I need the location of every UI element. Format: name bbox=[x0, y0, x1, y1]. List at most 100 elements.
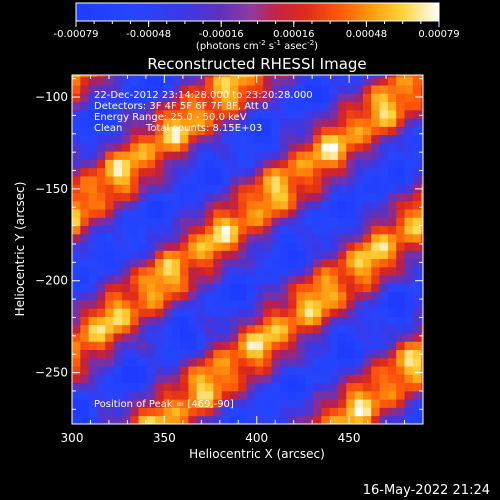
heatmap-cell bbox=[80, 118, 90, 127]
heatmap-cell bbox=[80, 283, 90, 293]
heatmap-cell bbox=[180, 75, 189, 78]
heatmap-cell bbox=[412, 126, 422, 136]
heatmap-cell bbox=[238, 415, 247, 425]
heatmap-cell bbox=[379, 167, 389, 177]
heatmap-cell bbox=[396, 316, 405, 326]
heatmap-cell bbox=[263, 118, 272, 127]
heatmap-cell bbox=[171, 258, 181, 268]
heatmap-cell bbox=[379, 275, 389, 284]
heatmap-cell bbox=[155, 159, 164, 169]
heatmap-cell bbox=[205, 242, 214, 251]
heatmap-cell bbox=[213, 217, 223, 227]
heatmap-cell bbox=[196, 101, 206, 111]
heatmap-cell bbox=[304, 192, 314, 202]
heatmap-cell bbox=[313, 217, 322, 227]
heatmap-cell bbox=[288, 242, 297, 251]
heatmap-cell bbox=[362, 308, 372, 317]
heatmap-cell bbox=[338, 374, 347, 384]
heatmap-cell bbox=[146, 184, 156, 193]
heatmap-cell bbox=[263, 176, 272, 185]
heatmap-cell bbox=[412, 308, 422, 317]
heatmap-cell bbox=[88, 209, 98, 218]
heatmap-cell bbox=[146, 275, 156, 284]
heatmap-cell bbox=[271, 167, 281, 177]
heatmap-cell bbox=[279, 184, 289, 193]
heatmap-cell bbox=[213, 93, 223, 103]
heatmap-cell bbox=[288, 275, 297, 284]
heatmap-cell bbox=[387, 291, 397, 301]
heatmap-cell bbox=[421, 374, 424, 384]
heatmap-cell bbox=[304, 382, 314, 392]
heatmap-cell bbox=[404, 200, 414, 210]
heatmap-cell bbox=[163, 142, 173, 152]
heatmap-cell bbox=[72, 308, 81, 317]
heatmap-cell bbox=[338, 118, 347, 127]
heatmap-cell bbox=[72, 101, 81, 111]
heatmap-cell bbox=[404, 349, 414, 359]
heatmap-cell bbox=[371, 159, 380, 169]
heatmap-cell bbox=[138, 200, 148, 210]
heatmap-cell bbox=[146, 415, 156, 425]
heatmap-cell bbox=[229, 357, 239, 367]
heatmap-cell bbox=[279, 349, 289, 359]
heatmap-cell bbox=[96, 200, 106, 210]
heatmap-cell bbox=[80, 300, 90, 309]
heatmap-cell bbox=[404, 415, 414, 425]
heatmap-cell bbox=[288, 316, 297, 326]
heatmap-cell bbox=[196, 390, 206, 400]
heatmap-cell bbox=[188, 390, 198, 400]
heatmap-cell bbox=[304, 333, 314, 342]
heatmap-cell bbox=[254, 374, 264, 384]
heatmap-cell bbox=[421, 357, 424, 367]
heatmap-cell bbox=[362, 407, 372, 417]
heatmap-cell bbox=[88, 225, 98, 235]
heatmap-cell bbox=[113, 192, 123, 202]
heatmap-cell bbox=[296, 192, 306, 202]
heatmap-cell bbox=[205, 184, 214, 193]
y-tick-label: −250 bbox=[35, 366, 68, 380]
heatmap-cell bbox=[346, 151, 356, 160]
heatmap-cell bbox=[263, 200, 272, 210]
heatmap-cell bbox=[88, 93, 98, 103]
heatmap-cell bbox=[72, 142, 81, 152]
heatmap-cell bbox=[412, 167, 422, 177]
heatmap-cell bbox=[213, 159, 223, 169]
heatmap-cell bbox=[396, 390, 405, 400]
heatmap-cell bbox=[279, 399, 289, 408]
heatmap-cell bbox=[188, 374, 198, 384]
heatmap-cell bbox=[404, 374, 414, 384]
heatmap-cell bbox=[105, 126, 114, 136]
heatmap-cell bbox=[205, 192, 214, 202]
heatmap-cell bbox=[362, 225, 372, 235]
heatmap-cell bbox=[213, 266, 223, 276]
heatmap-cell bbox=[171, 200, 181, 210]
heatmap-cell bbox=[180, 341, 189, 351]
heatmap-cell bbox=[288, 366, 297, 375]
heatmap-cell bbox=[421, 283, 424, 293]
heatmap-cell bbox=[213, 324, 223, 334]
heatmap-cell bbox=[421, 258, 424, 268]
heatmap-cell bbox=[279, 209, 289, 218]
heatmap-cell bbox=[354, 316, 364, 326]
heatmap-cell bbox=[279, 126, 289, 136]
heatmap-cell bbox=[338, 151, 347, 160]
heatmap-cell bbox=[396, 300, 405, 309]
heatmap-cell bbox=[163, 209, 173, 218]
heatmap-cell bbox=[163, 75, 173, 78]
heatmap-cell bbox=[80, 192, 90, 202]
heatmap-cell bbox=[338, 324, 347, 334]
heatmap-cell bbox=[263, 167, 272, 177]
heatmap-cell bbox=[404, 192, 414, 202]
heatmap-cell bbox=[321, 300, 331, 309]
heatmap-cell bbox=[163, 415, 173, 425]
heatmap-cell bbox=[338, 184, 347, 193]
heatmap-cell bbox=[338, 192, 347, 202]
heatmap-cell bbox=[180, 275, 189, 284]
heatmap-cell bbox=[138, 250, 148, 260]
heatmap-cell bbox=[113, 283, 123, 293]
heatmap-cell bbox=[80, 126, 90, 136]
heatmap-cell bbox=[387, 324, 397, 334]
heatmap-cell bbox=[238, 126, 247, 136]
heatmap-cell bbox=[72, 159, 81, 169]
heatmap-cell bbox=[121, 415, 131, 425]
